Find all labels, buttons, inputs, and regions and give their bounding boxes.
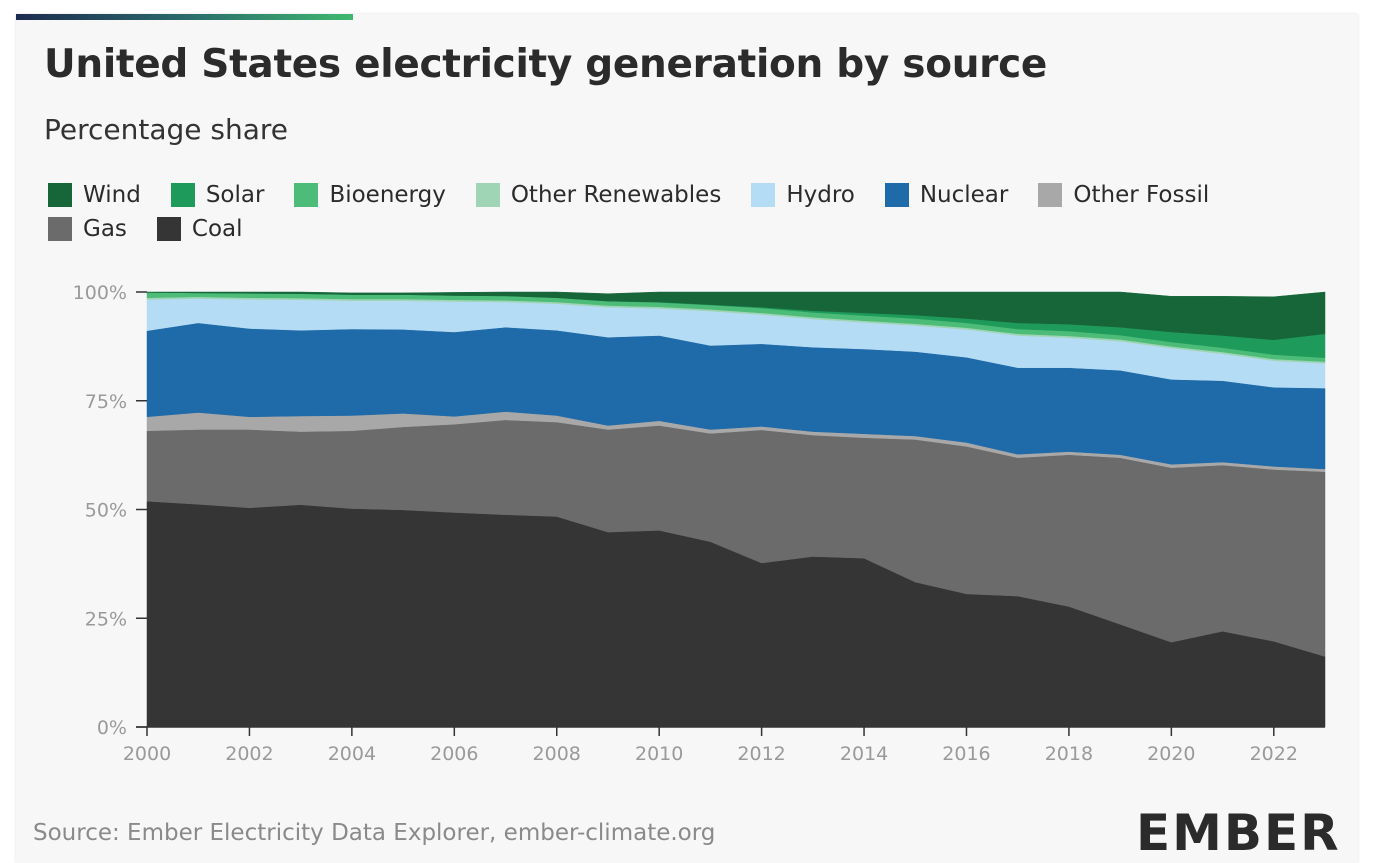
legend-item: Solar (170, 182, 265, 208)
legend-label: Hydro (786, 182, 855, 208)
x-tick-label: 2016 (942, 743, 990, 765)
x-tick-label: 2018 (1045, 743, 1093, 765)
legend-item: Gas (48, 216, 127, 242)
y-tick-label: 25% (85, 608, 127, 630)
y-tick-label: 100% (73, 282, 127, 304)
y-tick-label: 75% (85, 391, 127, 413)
x-tick-label: 2010 (635, 743, 683, 765)
area-chart: 0% 25% 50% 75% 100% 2000 2002 2004 2006 2008 2010 2… (73, 282, 1326, 765)
legend-item: Coal (156, 216, 243, 242)
x-tick-label: 2012 (737, 743, 785, 765)
legend: Wind Solar Bioenergy Other Renewables Hydro N… (48, 182, 1248, 242)
legend-swatch (475, 183, 500, 207)
legend-swatch (1038, 183, 1063, 207)
x-tick-label: 2002 (225, 743, 273, 765)
chart-card: United States electricity generation by … (16, 14, 1358, 863)
y-tick-label: 0% (97, 717, 127, 739)
legend-swatch (48, 183, 72, 207)
x-tick-label: 2000 (123, 743, 171, 765)
x-tick-label: 2004 (328, 743, 376, 765)
x-tick-label: 2014 (840, 743, 888, 765)
y-tick-label: 50% (85, 500, 127, 522)
legend-item: Nuclear (884, 182, 1009, 208)
legend-item: Other Fossil (1038, 182, 1209, 208)
x-tick-label: 2020 (1147, 743, 1195, 765)
legend-swatch (156, 217, 181, 241)
legend-swatch (884, 183, 909, 207)
logo-text: EMBER (1136, 804, 1341, 862)
legend-label: Wind (83, 182, 141, 208)
legend-item: Hydro (751, 182, 855, 208)
legend-label: Other Fossil (1073, 182, 1210, 208)
legend-label: Other Renewables (510, 182, 722, 208)
legend-item: Bioenergy (294, 182, 446, 208)
accent-bar (16, 14, 353, 20)
legend-swatch (751, 183, 776, 207)
source-note: Source: Ember Electricity Data Explorer,… (33, 820, 716, 846)
legend-label: Solar (205, 182, 265, 208)
legend-label: Nuclear (919, 182, 1009, 208)
x-tick-label: 2022 (1250, 743, 1298, 765)
legend-label: Coal (191, 216, 243, 242)
x-tick-label: 2006 (430, 743, 478, 765)
chart-subtitle: Percentage share (44, 113, 289, 146)
series-area-wind (146, 291, 1326, 341)
legend-item: Other Renewables (475, 182, 722, 208)
ember-logo: EMBER (1136, 804, 1341, 862)
chart-title: United States electricity generation by … (44, 42, 1048, 87)
legend-label: Bioenergy (329, 182, 446, 208)
legend-label: Gas (83, 216, 127, 242)
legend-swatch (170, 183, 195, 207)
legend-swatch (294, 183, 319, 207)
legend-item: Wind (48, 182, 141, 208)
legend-swatch (48, 217, 72, 241)
x-tick-label: 2008 (533, 743, 581, 765)
